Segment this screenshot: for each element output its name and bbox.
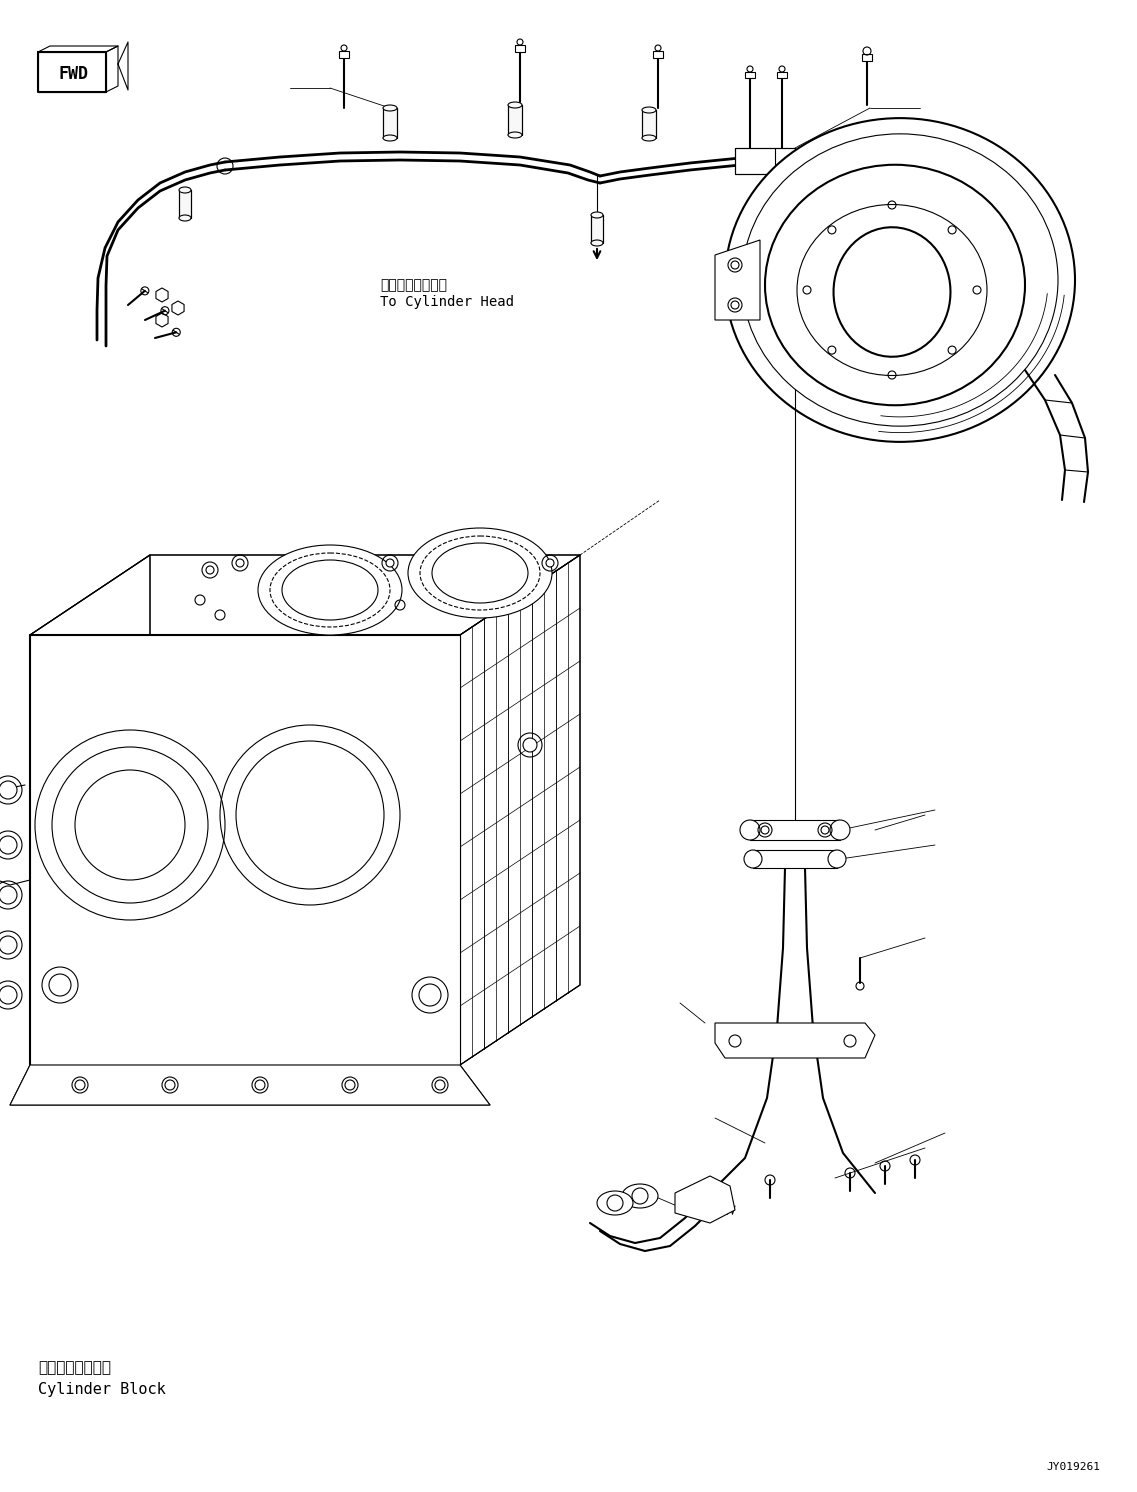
Ellipse shape	[508, 131, 522, 137]
Polygon shape	[833, 227, 951, 357]
Circle shape	[52, 747, 208, 903]
Circle shape	[75, 1080, 85, 1091]
Ellipse shape	[742, 134, 1059, 427]
Ellipse shape	[258, 545, 402, 636]
Bar	[383, 107, 397, 137]
Polygon shape	[10, 1065, 490, 1106]
Circle shape	[0, 836, 17, 853]
Ellipse shape	[725, 118, 1074, 442]
Circle shape	[546, 560, 554, 567]
Text: シリンダヘッドへ: シリンダヘッドへ	[380, 278, 447, 292]
Circle shape	[165, 1080, 175, 1091]
Ellipse shape	[179, 215, 191, 221]
Ellipse shape	[597, 1191, 633, 1214]
Circle shape	[821, 827, 829, 834]
Circle shape	[761, 827, 769, 834]
Circle shape	[420, 985, 441, 1006]
Ellipse shape	[642, 134, 656, 142]
Text: Cylinder Block: Cylinder Block	[38, 1382, 166, 1397]
Circle shape	[345, 1080, 355, 1091]
Ellipse shape	[622, 1185, 658, 1209]
Ellipse shape	[383, 134, 397, 142]
Bar	[179, 189, 191, 218]
Text: JY019261: JY019261	[1046, 1462, 1099, 1473]
Ellipse shape	[591, 240, 603, 246]
Ellipse shape	[383, 104, 397, 110]
Polygon shape	[675, 1176, 735, 1223]
Circle shape	[385, 560, 395, 567]
Bar	[591, 215, 603, 243]
Text: シリンダブロック: シリンダブロック	[38, 1361, 111, 1376]
Bar	[642, 110, 656, 137]
Ellipse shape	[830, 821, 850, 840]
Ellipse shape	[282, 560, 377, 621]
Ellipse shape	[828, 850, 846, 868]
Text: To Cylinder Head: To Cylinder Head	[380, 295, 514, 309]
Circle shape	[236, 560, 244, 567]
Ellipse shape	[591, 212, 603, 218]
Circle shape	[0, 780, 17, 800]
Bar	[777, 72, 787, 78]
Ellipse shape	[179, 186, 191, 192]
Polygon shape	[715, 240, 760, 319]
Bar	[515, 45, 525, 52]
Bar	[508, 104, 522, 134]
Bar	[653, 51, 663, 58]
Ellipse shape	[744, 850, 762, 868]
Text: FWD: FWD	[59, 66, 89, 84]
Circle shape	[255, 1080, 265, 1091]
Circle shape	[731, 261, 739, 269]
Ellipse shape	[408, 528, 551, 618]
Polygon shape	[750, 821, 840, 840]
Ellipse shape	[797, 204, 987, 376]
Circle shape	[236, 742, 384, 889]
Circle shape	[49, 974, 70, 997]
Polygon shape	[30, 555, 150, 1065]
Circle shape	[435, 1080, 445, 1091]
Ellipse shape	[432, 543, 528, 603]
Circle shape	[0, 986, 17, 1004]
Polygon shape	[38, 52, 106, 93]
Circle shape	[523, 739, 537, 752]
Polygon shape	[30, 636, 460, 1065]
Polygon shape	[460, 555, 580, 1065]
Polygon shape	[753, 850, 837, 868]
Polygon shape	[30, 555, 580, 636]
Bar	[735, 148, 795, 175]
Ellipse shape	[508, 101, 522, 107]
Polygon shape	[715, 1024, 875, 1058]
Bar	[745, 72, 755, 78]
Ellipse shape	[642, 107, 656, 113]
Ellipse shape	[740, 821, 760, 840]
Bar	[339, 51, 349, 58]
Circle shape	[731, 301, 739, 309]
Circle shape	[0, 935, 17, 953]
Circle shape	[0, 886, 17, 904]
Ellipse shape	[765, 164, 1024, 406]
Bar	[862, 54, 872, 61]
Circle shape	[206, 565, 214, 574]
